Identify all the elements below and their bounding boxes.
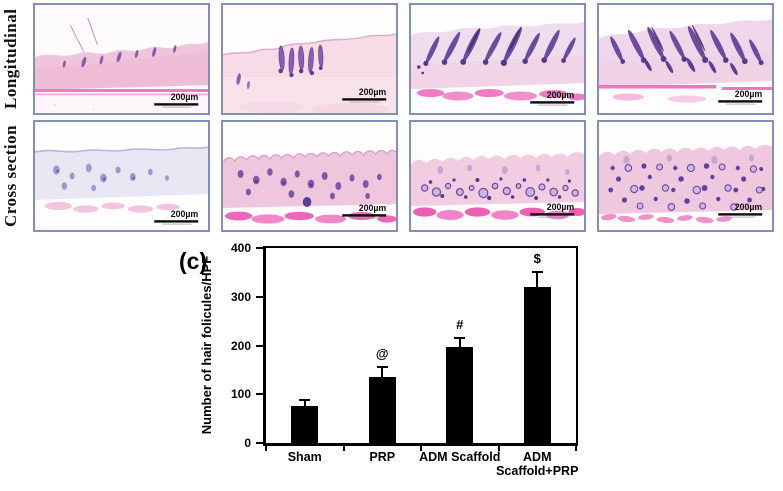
error-bar-stem-sham — [303, 400, 306, 407]
scale-label: 200µm — [171, 92, 199, 102]
scale-bar — [718, 100, 763, 103]
bar-adm-scaffold — [446, 346, 474, 443]
scale-bar — [718, 213, 763, 216]
error-bar-cap-adm-scaffold — [454, 337, 466, 340]
y-tick-label: 100 — [230, 387, 251, 402]
scale-label: 200µm — [171, 209, 199, 219]
micrograph-cross-prp: 200µm — [221, 120, 398, 232]
micrograph-image: 200µm — [411, 122, 584, 230]
x-tick-mark — [420, 446, 422, 451]
scale-bar — [530, 213, 575, 216]
x-category-label-adm: ADM Scaffold+PRP — [496, 450, 579, 478]
scale-label: 200µm — [735, 89, 763, 99]
micrograph-image: 200µm — [223, 122, 396, 230]
y-tick-mark — [256, 393, 263, 396]
plot-frame — [263, 246, 578, 446]
x-tick-mark — [575, 446, 577, 451]
error-bar-stem-adm — [536, 272, 539, 287]
chart-panel-label: (c) — [179, 248, 208, 274]
micrograph-cross-adm-scaffold: 200µm — [409, 120, 586, 232]
scale-bar — [154, 103, 199, 106]
y-tick-label: 300 — [230, 289, 251, 304]
scale-label: 200µm — [547, 90, 575, 100]
bar-adm — [523, 287, 551, 443]
y-tick-label: 200 — [230, 338, 251, 353]
micrograph-longitudinal-adm-scaffold: 200µm — [409, 3, 586, 115]
x-tick-mark — [497, 446, 500, 451]
x-category-label-sham: Sham — [287, 450, 322, 464]
x-tick-mark — [265, 446, 267, 451]
y-tick-label: 0 — [244, 436, 251, 450]
scale-bar — [530, 101, 575, 104]
histology-grid: Longitudinal 200µm — [0, 3, 774, 232]
significance-marker-prp: @ — [375, 346, 389, 362]
scale-label: 200µm — [735, 202, 763, 212]
micrograph-image: 200µm — [599, 5, 772, 113]
scale-label: 200µm — [359, 87, 387, 97]
error-bar-stem-prp — [381, 367, 384, 378]
x-category-label-prp: PRP — [369, 450, 396, 464]
micrograph-cross-adm-scaffold-prp: 200µm — [597, 120, 774, 232]
significance-marker-adm: $ — [533, 251, 541, 267]
scale-bar — [342, 214, 387, 217]
micrograph-image: 200µm — [223, 5, 396, 113]
x-category-label-adm-scaffold: ADM Scaffold — [419, 450, 501, 464]
y-tick-mark — [256, 442, 263, 444]
micrograph-image: 200µm — [411, 5, 584, 113]
micrograph-longitudinal-prp: 200µm — [221, 3, 398, 115]
micrograph-cross-sham: 200µm — [33, 120, 210, 232]
scale-label: 200µm — [359, 203, 387, 213]
bar-sham — [291, 406, 319, 443]
scale-bar — [154, 220, 199, 223]
micrograph-longitudinal-adm-scaffold-prp: 200µm — [597, 3, 774, 115]
micrograph-image: 200µm — [599, 122, 772, 230]
bar-prp — [368, 377, 396, 443]
significance-marker-adm-scaffold: # — [456, 317, 464, 333]
error-bar-cap-prp — [376, 366, 388, 369]
scale-bar — [342, 98, 387, 101]
y-tick-mark — [256, 247, 263, 249]
scale-label: 200µm — [547, 202, 575, 212]
y-tick-mark — [256, 344, 263, 347]
error-bar-cap-adm — [531, 271, 543, 274]
y-tick-label: 400 — [230, 241, 251, 255]
micrograph-image: 200µm — [35, 122, 208, 230]
x-tick-mark — [342, 446, 345, 451]
micrograph-longitudinal-sham: 200µm — [33, 3, 210, 115]
micrograph-image: 200µm — [35, 5, 208, 113]
error-bar-cap-sham — [299, 399, 311, 402]
error-bar-stem-adm-scaffold — [458, 338, 461, 347]
y-tick-mark — [256, 295, 263, 298]
